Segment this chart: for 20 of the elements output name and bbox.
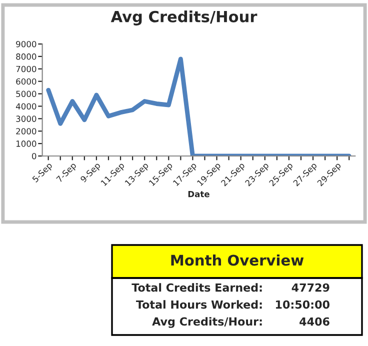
y-tick-label: 6000	[16, 78, 36, 85]
text: 10:50:00	[276, 300, 330, 309]
x-axis-title: Date	[188, 191, 210, 198]
y-tick-label: 8000	[16, 53, 36, 60]
text: Month Overview	[171, 254, 304, 266]
text: 4406	[300, 317, 330, 326]
text: Avg Credits/Hour:	[152, 317, 262, 328]
y-tick-label: 3000	[16, 116, 36, 122]
y-tick-label: 2000	[16, 128, 36, 134]
y-tick-label: 4000	[16, 103, 36, 110]
text: Total Credits Earned:	[132, 283, 262, 292]
line-series	[46, 56, 352, 156]
y-tick-label: 5000	[16, 90, 36, 98]
y-tick-label: 9000	[16, 40, 36, 48]
text: 47729	[292, 283, 330, 292]
y-tick-label: 0	[32, 152, 36, 160]
y-tick-label: 1000	[16, 140, 36, 147]
text: Total Hours Worked:	[136, 300, 262, 309]
chart-title: Avg Credits/Hour	[110, 10, 258, 26]
y-tick-label: 7000	[16, 66, 36, 72]
